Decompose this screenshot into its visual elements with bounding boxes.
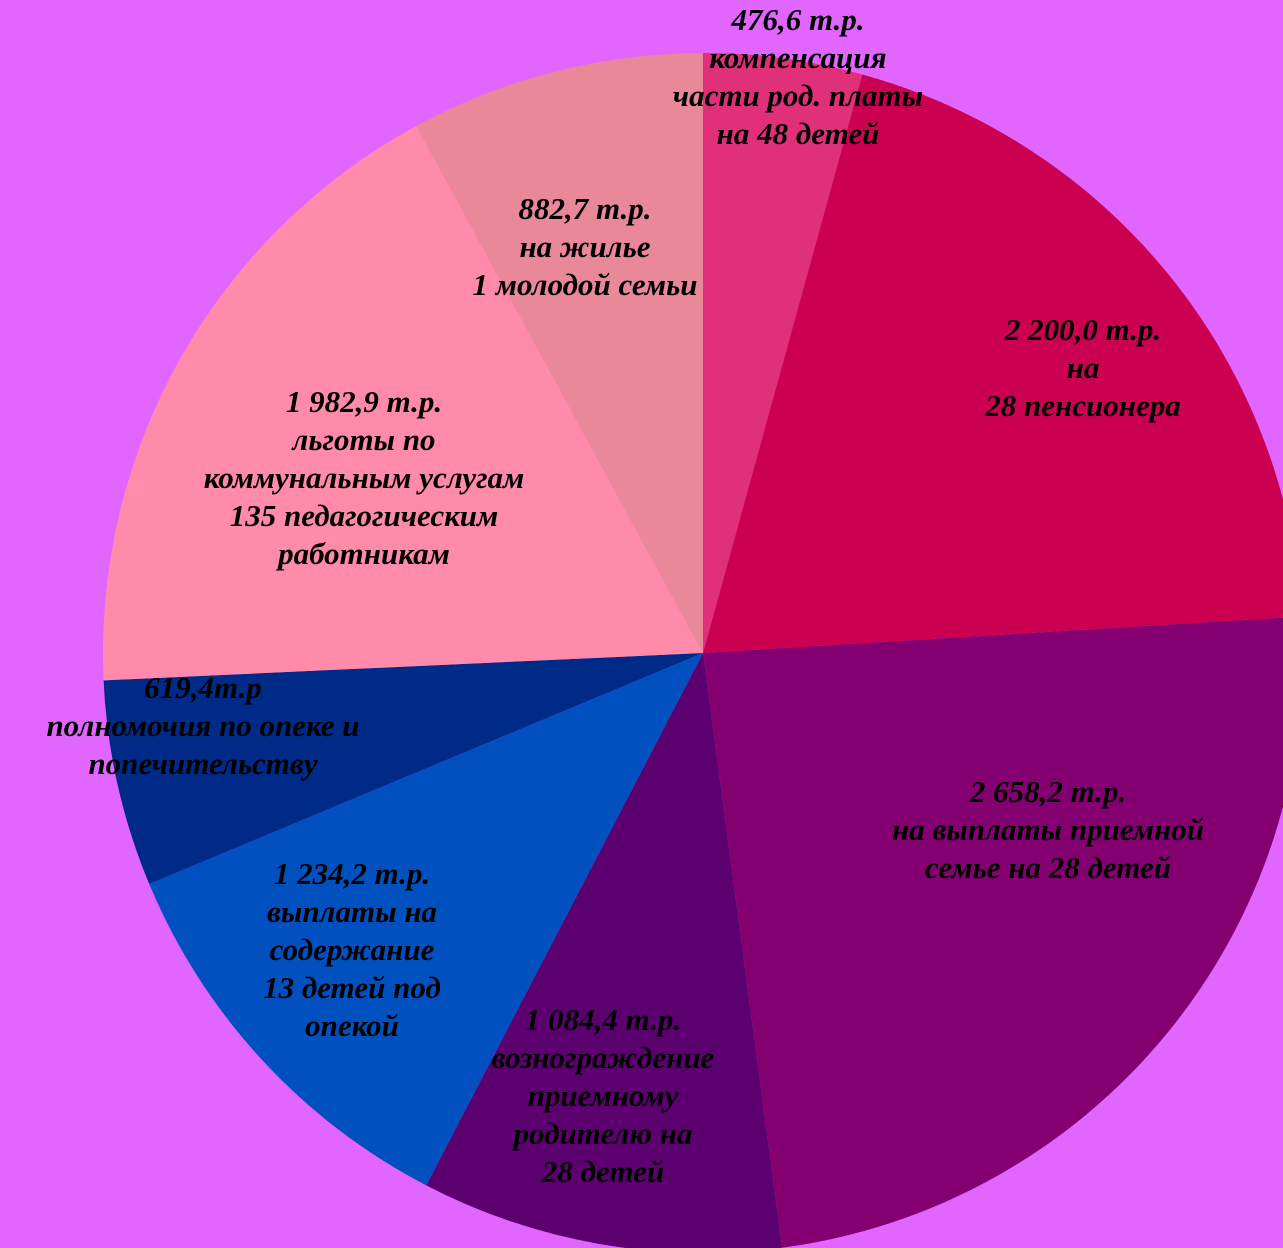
pie-slice-1 [703,53,863,653]
pie-label-line: льготы по [290,422,435,457]
pie-label-line: приемному [528,1078,679,1113]
pie-label-line: на 48 детей [717,116,880,151]
pie-slice-6 [103,653,703,884]
pie-label-1: 476,6 т.р. компенсация части род. платы на … [673,2,923,151]
pie-slices [102,53,1283,1248]
pie-label-line: 28 пенсионера [984,388,1180,423]
pie-label-8: 882,7 т.р. на жилье 1 молодой семьи [472,191,697,302]
pie-label-line: коммунальным услугам [204,460,525,495]
pie-label-line: 1 084,4 т.р. [525,1002,681,1037]
pie-label-line: вознограждение [492,1040,715,1075]
pie-label-line: на [1067,350,1100,385]
pie-label-line: 476,6 т.р. [731,2,865,37]
pie-label-line: 2 200,0 т.р. [1004,312,1161,347]
pie-label-line: 135 педагогическим [230,498,499,533]
pie-label-line: 28 детей [541,1154,664,1189]
pie-label-line: на жилье [519,229,650,264]
pie-label-line: 882,7 т.р. [519,191,652,226]
pie-label-3: 2 658,2 т.р. на выплаты приемной семье на … [892,774,1204,885]
pie-label-line: части род. платы [673,78,923,113]
pie-label-line: родителю на [511,1116,693,1151]
pie-label-line: 2 658,2 т.р. [969,774,1126,809]
pie-label-2: 2 200,0 т.р. на 28 пенсионера [984,312,1180,423]
pie-label-line: 619,4т.р [144,670,262,705]
pie-label-6: 619,4т.р полномочия по опеке и попечительс… [46,670,359,781]
pie-label-line: выплаты на [267,894,437,929]
pie-label-5: 1 234,2 т.р. выплаты на содержание 13 детей… [263,856,441,1043]
pie-slice-8 [416,53,703,653]
pie-label-7: 1 982,9 т.р. льготы по коммунальным услуга… [204,384,525,571]
pie-label-line: компенсация [709,40,886,75]
pie-label-line: 1 молодой семьи [472,267,697,302]
pie-slice-4 [426,653,783,1248]
pie-labels: 476,6 т.р. компенсация части род. платы на … [46,2,1204,1189]
pie-label-4: 1 084,4 т.р. вознограждение приемному родит… [492,1002,715,1189]
pie-slice-2 [703,74,1283,653]
pie-label-line: на выплаты приемной [892,812,1204,847]
pie-label-line: 13 детей под [263,970,441,1005]
pie-label-line: 1 234,2 т.р. [274,856,430,891]
pie-label-line: опекой [305,1008,399,1043]
pie-label-line: попечительству [88,746,317,781]
pie-label-line: полномочия по опеке и [46,708,359,743]
pie-slice-7 [102,125,703,681]
pie-slice-3 [703,617,1283,1248]
pie-label-line: семье на 28 детей [925,850,1171,885]
pie-label-line: работникам [275,536,450,571]
pie-slice-5 [149,653,703,1186]
pie-label-line: содержание [270,932,435,967]
pie-label-line: 1 982,9 т.р. [286,384,442,419]
